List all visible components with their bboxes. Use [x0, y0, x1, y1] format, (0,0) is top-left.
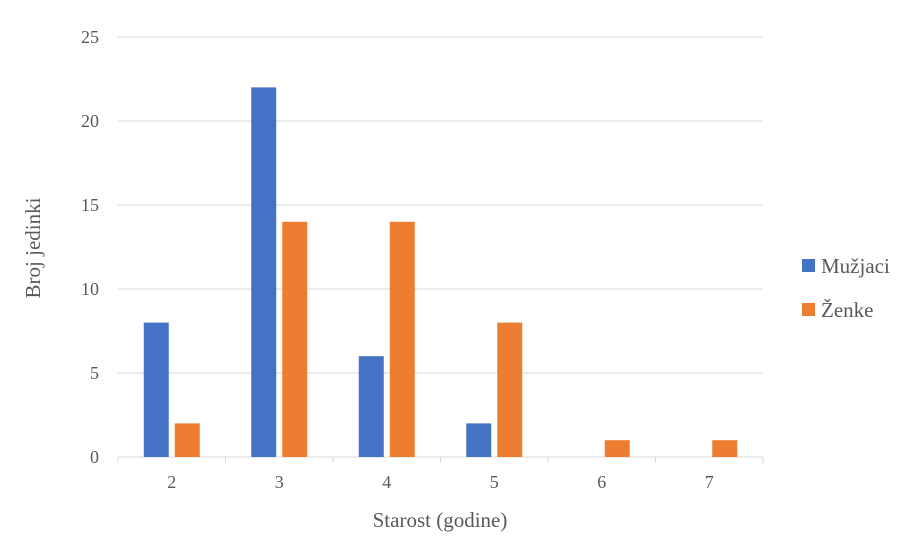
bar-mujaci-3	[251, 87, 277, 458]
y-tick-label: 15	[81, 195, 99, 215]
bar-mujaci-2	[143, 322, 169, 457]
y-axis-title: Broj jedinki	[21, 197, 45, 298]
gridlines	[118, 36, 763, 374]
y-tick-label: 20	[81, 111, 99, 131]
y-tick-label: 25	[81, 27, 99, 47]
legend-swatch-mujaci	[802, 259, 815, 272]
legend-label-zenke: Ženke	[821, 298, 873, 322]
y-tick-label: 10	[81, 279, 99, 299]
x-tick-label: 3	[275, 472, 284, 492]
bar-mujaci-5	[466, 423, 492, 457]
bar-zenke-7	[712, 440, 738, 457]
x-axis-title: Starost (godine)	[373, 508, 508, 532]
x-tick-label: 4	[382, 472, 391, 492]
legend-swatch-zenke	[802, 303, 815, 316]
legend: Mužjaci Ženke	[802, 254, 890, 322]
bar-zenke-6	[604, 440, 630, 457]
legend-label-mujaci: Mužjaci	[821, 254, 890, 278]
y-tick-label: 0	[90, 447, 99, 467]
bar-zenke-2	[174, 423, 200, 457]
bars	[143, 87, 738, 458]
bar-zenke-4	[389, 221, 415, 457]
bar-mujaci-4	[358, 356, 384, 457]
x-tick-label: 7	[705, 472, 714, 492]
x-tick-label: 6	[597, 472, 606, 492]
bar-zenke-5	[497, 322, 523, 457]
x-tick-label: 2	[167, 472, 176, 492]
axes	[117, 456, 764, 463]
tick-labels: 0 5 10 15 20 25 2 3 4 5 6 7	[81, 27, 714, 492]
x-tick-label: 5	[490, 472, 499, 492]
bar-zenke-3	[282, 221, 308, 457]
y-tick-label: 5	[90, 363, 99, 383]
